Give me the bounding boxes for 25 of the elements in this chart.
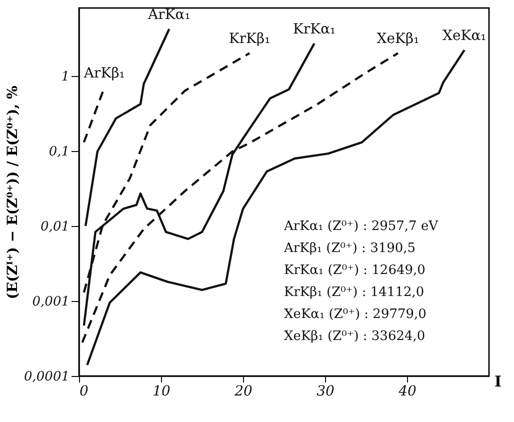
x-tick-label: 40 — [398, 384, 416, 400]
line-series — [84, 28, 170, 227]
series-label: ArKβ₁ — [82, 65, 125, 82]
y-tick-label: 0,1 — [48, 144, 70, 160]
series-label: KrKα₁ — [292, 21, 336, 38]
y-axis-title: (E(Zᴵ⁺) − E(Z⁰⁺)) / E(Z⁰⁺), % — [5, 86, 22, 300]
x-tick-label: 20 — [234, 384, 252, 400]
x-tick-label: 0 — [80, 384, 88, 400]
series-label: KrKβ₁ — [228, 31, 270, 48]
x-tick-label: 10 — [152, 384, 170, 400]
annotation: KrKα₁ (Z⁰⁺) : 12649,0 — [284, 263, 426, 278]
annotation: XeKα₁ (Z⁰⁺) : 29779,0 — [284, 307, 426, 322]
x-axis-title: I — [494, 372, 502, 390]
series-label: ArKα₁ — [147, 7, 190, 24]
x-tick-label: 30 — [316, 384, 334, 400]
y-tick-label: 0,001 — [32, 294, 70, 310]
annotation: KrKβ₁ (Z⁰⁺) : 14112,0 — [284, 285, 424, 300]
y-tick-label: 0,01 — [40, 219, 70, 234]
annotation: ArKα₁ (Z⁰⁺) : 2957,7 eV — [283, 219, 439, 234]
y-tick-label: 1 — [61, 69, 70, 84]
annotation: XeKβ₁ (Z⁰⁺) : 33624,0 — [284, 329, 426, 344]
y-tick-label: 0,0001 — [24, 370, 70, 384]
annotation: ArKβ₁ (Z⁰⁺) : 3190,5 — [283, 241, 416, 256]
series-label: XeKβ₁ — [376, 31, 420, 48]
series-label: XeKα₁ — [442, 28, 486, 44]
